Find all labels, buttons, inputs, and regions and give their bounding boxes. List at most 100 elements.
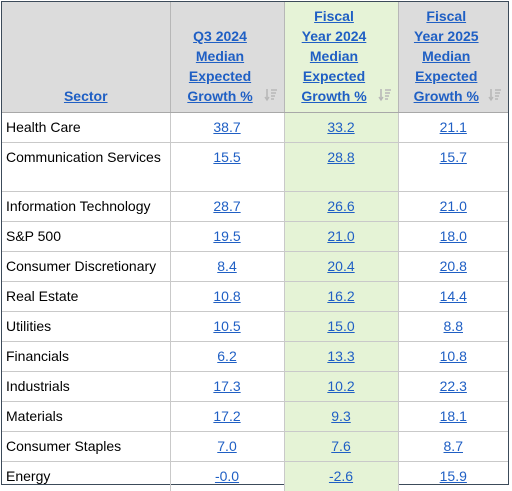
q3-2024-value-link[interactable]: 19.5 <box>213 228 241 244</box>
q3-value-cell: 10.5 <box>170 311 285 342</box>
fy-2025-value-link[interactable]: 21.0 <box>439 198 467 214</box>
fy24-value-cell: 20.4 <box>284 251 399 282</box>
fy-2025-value-link[interactable]: 14.4 <box>439 288 467 304</box>
table-row: Materials 17.2 9.3 18.1 <box>2 401 508 432</box>
fy-2024-value-link[interactable]: 10.2 <box>327 378 355 394</box>
column-header-q3-2024[interactable]: Q3 2024 Median Expected Growth % <box>170 2 285 113</box>
q3-value-cell: 28.7 <box>170 191 285 222</box>
q3-2024-value-link[interactable]: 28.7 <box>213 198 241 214</box>
fy-2024-value-link[interactable]: 33.2 <box>327 119 355 135</box>
fy25-value-cell: 21.0 <box>398 191 508 222</box>
q3-value-cell: 38.7 <box>170 112 285 143</box>
fy25-value-cell: 8.7 <box>398 431 508 462</box>
fy24-value-cell: 15.0 <box>284 311 399 342</box>
fy-2025-value-link[interactable]: 10.8 <box>439 348 467 364</box>
table-row: Health Care 38.7 33.2 21.1 <box>2 112 508 143</box>
q3-value-cell: 8.4 <box>170 251 285 282</box>
fy-2025-value-link[interactable]: 8.7 <box>443 438 463 454</box>
fy-2025-value-link[interactable]: 22.3 <box>439 378 467 394</box>
fy24-value-cell: -2.6 <box>284 461 399 491</box>
sector-name-cell: Health Care <box>2 112 171 143</box>
fy-2024-value-link[interactable]: 15.0 <box>327 318 355 334</box>
fy25-value-cell: 21.1 <box>398 112 508 143</box>
column-header-fy-2025[interactable]: Fiscal Year 2025 Median Expected Growth … <box>398 2 508 113</box>
table-row: Consumer Staples 7.0 7.6 8.7 <box>2 431 508 462</box>
fy25-value-cell: 20.8 <box>398 251 508 282</box>
q3-value-cell: 17.3 <box>170 371 285 402</box>
fy-2025-value-link[interactable]: 18.0 <box>439 228 467 244</box>
header-fy24-label[interactable]: Fiscal Year 2024 Median Expected Growth … <box>301 7 367 104</box>
fy-2024-value-link[interactable]: 20.4 <box>327 258 355 274</box>
fy25-value-cell: 10.8 <box>398 341 508 372</box>
q3-value-cell: 7.0 <box>170 431 285 462</box>
sector-name-cell: Information Technology <box>2 191 171 222</box>
sector-name-cell: Energy <box>2 461 171 491</box>
sector-name-cell: Financials <box>2 341 171 372</box>
table-row: Financials 6.2 13.3 10.8 <box>2 341 508 372</box>
fy25-value-cell: 18.1 <box>398 401 508 432</box>
fy-2024-value-link[interactable]: -2.6 <box>328 468 354 485</box>
sector-name-cell: Consumer Discretionary <box>2 251 171 282</box>
table-row: Utilities 10.5 15.0 8.8 <box>2 311 508 342</box>
sector-name-cell: Materials <box>2 401 171 432</box>
q3-2024-value-link[interactable]: 10.5 <box>213 318 241 334</box>
fy-2025-value-link[interactable]: 21.1 <box>439 119 467 135</box>
fy-2025-value-link[interactable]: 15.9 <box>439 468 467 485</box>
sort-descending-icon[interactable] <box>263 88 278 104</box>
table-body: Health Care 38.7 33.2 21.1 Communication Ser… <box>2 112 508 491</box>
column-header-fy-2024[interactable]: Fiscal Year 2024 Median Expected Growth … <box>284 2 399 113</box>
q3-2024-value-link[interactable]: -0.0 <box>214 468 240 485</box>
fy-2025-value-link[interactable]: 20.8 <box>439 258 467 274</box>
fy25-value-cell: 8.8 <box>398 311 508 342</box>
fy-2025-value-link[interactable]: 15.7 <box>439 148 467 165</box>
q3-2024-value-link[interactable]: 17.3 <box>213 378 241 394</box>
q3-2024-value-link[interactable]: 10.8 <box>213 288 241 304</box>
fy-2024-value-link[interactable]: 28.8 <box>327 148 355 165</box>
q3-value-cell: 15.5 <box>170 142 285 192</box>
fy24-value-cell: 33.2 <box>284 112 399 143</box>
table-row: Information Technology 28.7 26.6 21.0 <box>2 191 508 222</box>
sort-descending-icon[interactable] <box>488 88 502 104</box>
header-q3-label[interactable]: Q3 2024 Median Expected Growth % <box>187 27 253 104</box>
fy-2025-value-link[interactable]: 18.1 <box>439 408 467 424</box>
header-row: Sector Q3 2024 Median Expected Growth % <box>2 2 508 113</box>
sector-name-cell: Consumer Staples <box>2 431 171 462</box>
q3-value-cell: 17.2 <box>170 401 285 432</box>
fy25-value-cell: 18.0 <box>398 221 508 252</box>
sector-name-cell: Industrials <box>2 371 171 402</box>
sector-name-cell: S&P 500 <box>2 221 171 252</box>
sort-descending-icon[interactable] <box>377 88 392 104</box>
q3-2024-value-link[interactable]: 17.2 <box>213 408 241 424</box>
fy-2024-value-link[interactable]: 16.2 <box>327 288 355 304</box>
fy-2025-value-link[interactable]: 8.8 <box>443 318 463 334</box>
fy-2024-value-link[interactable]: 13.3 <box>327 348 355 364</box>
fy24-value-cell: 7.6 <box>284 431 399 462</box>
header-sector-label[interactable]: Sector <box>63 87 108 104</box>
fy-2024-value-link[interactable]: 7.6 <box>331 438 351 454</box>
q3-2024-value-link[interactable]: 15.5 <box>213 148 241 165</box>
header-fy25-label[interactable]: Fiscal Year 2025 Median Expected Growth … <box>413 7 479 104</box>
q3-2024-value-link[interactable]: 7.0 <box>217 438 237 454</box>
fy24-value-cell: 10.2 <box>284 371 399 402</box>
fy-2024-value-link[interactable]: 21.0 <box>327 228 355 244</box>
table-row: Communication Services 15.5 28.8 15.7 <box>2 142 508 192</box>
q3-2024-value-link[interactable]: 8.4 <box>217 258 237 274</box>
q3-value-cell: 19.5 <box>170 221 285 252</box>
q3-2024-value-link[interactable]: 38.7 <box>213 119 241 135</box>
fy25-value-cell: 22.3 <box>398 371 508 402</box>
fy-2024-value-link[interactable]: 9.3 <box>331 408 351 424</box>
q3-value-cell: -0.0 <box>170 461 285 491</box>
table-row: Real Estate 10.8 16.2 14.4 <box>2 281 508 312</box>
fy24-value-cell: 9.3 <box>284 401 399 432</box>
table-row: Consumer Discretionary 8.4 20.4 20.8 <box>2 251 508 282</box>
fy25-value-cell: 15.7 <box>398 142 508 192</box>
column-header-sector[interactable]: Sector <box>2 2 171 113</box>
fy-2024-value-link[interactable]: 26.6 <box>327 198 355 214</box>
fy24-value-cell: 21.0 <box>284 221 399 252</box>
q3-value-cell: 6.2 <box>170 341 285 372</box>
q3-2024-value-link[interactable]: 6.2 <box>217 348 237 364</box>
fy24-value-cell: 28.8 <box>284 142 399 192</box>
table-row: S&P 500 19.5 21.0 18.0 <box>2 221 508 252</box>
